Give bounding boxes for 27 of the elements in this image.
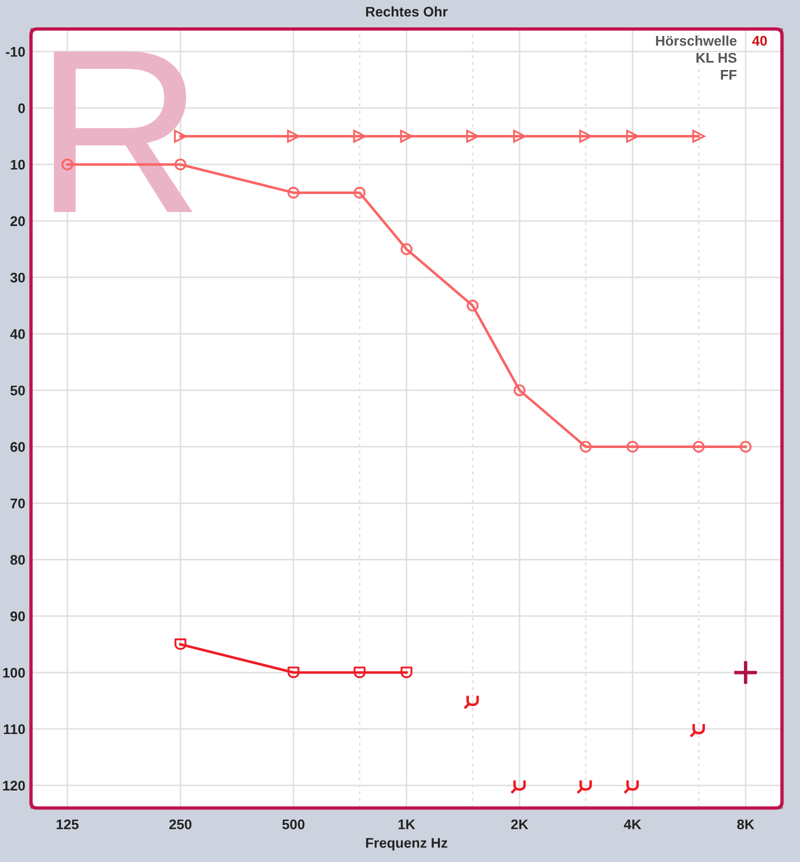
x-tick-label: 125 — [56, 819, 79, 830]
y-tick-label: -10 — [6, 46, 25, 57]
x-tick-label: 250 — [169, 819, 192, 830]
x-tick-label: 1K — [398, 820, 416, 830]
y-tick-label: 50 — [10, 386, 25, 396]
y-tick-label: 0 — [18, 103, 25, 114]
y-tick-label: 90 — [10, 611, 25, 622]
x-tick-label: 4K — [624, 820, 642, 830]
x-axis-title: Frequenz Hz — [366, 838, 448, 851]
annotation: FF — [720, 70, 736, 80]
y-tick-label: 120 — [3, 780, 25, 791]
y-tick-label: 60 — [10, 442, 25, 452]
x-tick-label: 8K — [737, 819, 754, 830]
y-tick-label: 110 — [4, 724, 25, 734]
y-tick-label: 40 — [10, 329, 25, 339]
annotation: KL HS — [696, 52, 736, 63]
y-tick-label: 10 — [10, 160, 25, 170]
y-tick-label: 80 — [10, 554, 25, 565]
y-tick-label: 30 — [10, 272, 25, 283]
annotation: 40 — [752, 36, 767, 46]
y-tick-label: 70 — [10, 498, 25, 508]
chart-title: Rechtes Ohr — [366, 6, 448, 17]
y-tick-label: 20 — [10, 216, 25, 226]
x-tick-label: 2K — [511, 819, 528, 830]
annotation: Hörschwelle — [656, 36, 737, 46]
y-tick-label: 100 — [3, 668, 25, 678]
x-tick-label: 500 — [282, 819, 304, 830]
